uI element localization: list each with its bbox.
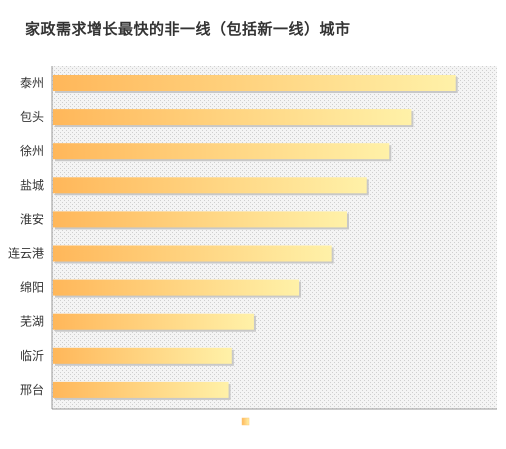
y-tick-label: 包头 [20,110,44,124]
y-tick-label: 芜湖 [20,314,44,329]
bar [53,347,232,364]
y-tick-label: 绵阳 [20,281,44,295]
bar [53,313,254,330]
bar [53,143,390,160]
bar [53,109,412,126]
y-tick-label: 邢台 [20,382,44,397]
y-tick-label: 临沂 [20,349,44,363]
bar [53,381,229,398]
y-tick-label: 盐城 [20,178,44,192]
y-tick-label: 徐州 [20,143,44,158]
bar [53,75,456,91]
bar [53,279,300,296]
y-tick-label: 淮安 [20,211,44,226]
y-tick-label: 泰州 [20,76,44,90]
chart-title: 家政需求增长最快的非一线（包括新一线）城市 [25,20,351,38]
bar [53,177,367,194]
bar [53,245,332,262]
legend-swatch [241,417,250,426]
bar [53,211,347,228]
y-tick-label: 连云港 [8,246,44,261]
